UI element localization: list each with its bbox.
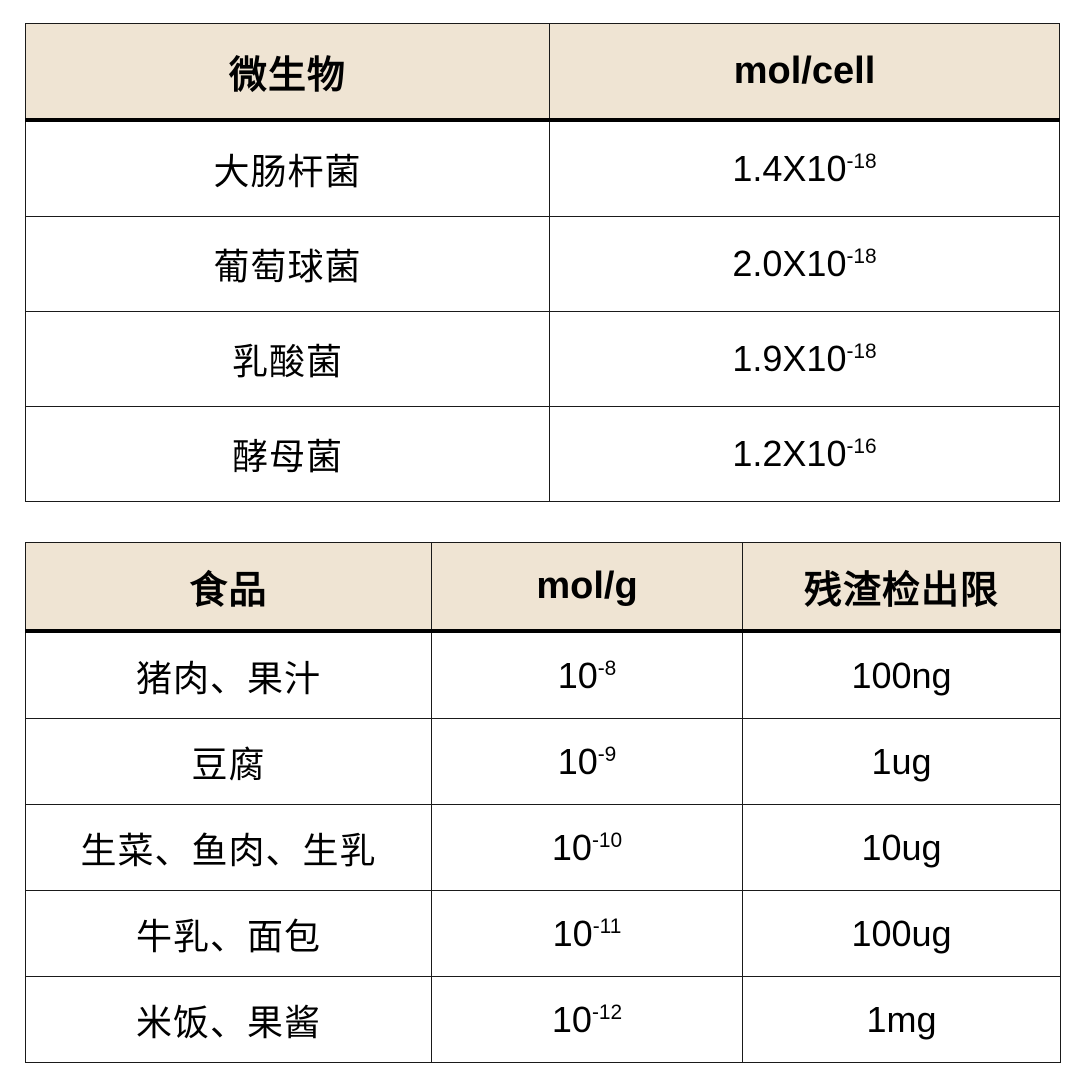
scientific-value: 10-10 <box>551 826 623 868</box>
value-exponent: -11 <box>592 914 622 938</box>
microbe-name-cell: 乳酸菌 <box>25 311 550 407</box>
microbe-concentration-table: 微生物 mol/cell 大肠杆菌 1.4X10-18 葡萄球菌 2.0X10-… <box>25 23 1060 502</box>
value-exponent: -18 <box>846 245 877 268</box>
food-molg-cell: 10-9 <box>431 718 743 805</box>
food-detection-limit-table: 食品 mol/g 残渣检出限 猪肉、果汁 10-8 100ng 豆腐 10-9 … <box>25 542 1061 1063</box>
scientific-value: 10-12 <box>551 998 623 1040</box>
table-row: 生菜、鱼肉、生乳 10-10 10ug <box>25 804 1061 891</box>
table-row: 大肠杆菌 1.4X10-18 <box>25 119 1060 217</box>
microbe-table-body: 大肠杆菌 1.4X10-18 葡萄球菌 2.0X10-18 乳酸菌 1.9X10… <box>25 119 1060 502</box>
food-name-cell: 豆腐 <box>25 718 432 805</box>
value-exponent: -16 <box>846 435 877 458</box>
value-exponent: -18 <box>846 340 877 363</box>
microbe-value-cell: 2.0X10-18 <box>549 216 1060 312</box>
food-molg-cell: 10-12 <box>431 976 743 1063</box>
table-row: 牛乳、面包 10-11 100ug <box>25 890 1061 977</box>
value-mantissa: 10 <box>552 912 593 954</box>
column-header-residue-detection-limit: 残渣检出限 <box>742 542 1061 633</box>
scientific-value: 10-8 <box>557 654 617 696</box>
food-name-cell: 牛乳、面包 <box>25 890 432 977</box>
food-table-body: 猪肉、果汁 10-8 100ng 豆腐 10-9 1ug 生菜、鱼肉、生乳 10… <box>25 630 1061 1063</box>
value-mantissa: 1.4X10 <box>732 148 847 189</box>
scientific-value: 1.2X10-16 <box>732 436 876 472</box>
column-header-food: 食品 <box>25 542 432 633</box>
value-mantissa: 2.0X10 <box>732 243 847 284</box>
value-exponent: -18 <box>846 150 877 173</box>
scientific-value: 1.9X10-18 <box>732 341 876 377</box>
table-header-row: 微生物 mol/cell <box>25 23 1060 122</box>
food-limit-cell: 1mg <box>742 976 1061 1063</box>
food-molg-cell: 10-8 <box>431 630 743 719</box>
microbe-table-header: 微生物 mol/cell <box>25 23 1060 122</box>
microbe-value-cell: 1.4X10-18 <box>549 119 1060 217</box>
column-header-mol-per-gram: mol/g <box>431 542 743 633</box>
food-table-header: 食品 mol/g 残渣检出限 <box>25 542 1061 633</box>
value-exponent: -10 <box>591 828 623 852</box>
food-molg-cell: 10-11 <box>431 890 743 977</box>
column-header-mol-per-cell: mol/cell <box>549 23 1060 122</box>
value-mantissa: 10 <box>551 998 592 1040</box>
scientific-value: 10-11 <box>552 912 622 954</box>
table-row: 葡萄球菌 2.0X10-18 <box>25 216 1060 312</box>
scientific-value: 1.4X10-18 <box>732 151 876 187</box>
scientific-value: 2.0X10-18 <box>732 246 876 282</box>
column-header-microbe: 微生物 <box>25 23 550 122</box>
value-mantissa: 10 <box>551 826 592 868</box>
table-row: 乳酸菌 1.9X10-18 <box>25 311 1060 407</box>
value-mantissa: 1.2X10 <box>732 433 847 474</box>
value-exponent: -8 <box>597 656 617 680</box>
food-name-cell: 猪肉、果汁 <box>25 630 432 719</box>
value-exponent: -12 <box>591 1000 623 1024</box>
value-exponent: -9 <box>597 742 617 766</box>
scientific-value: 10-9 <box>557 740 617 782</box>
microbe-value-cell: 1.2X10-16 <box>549 406 1060 502</box>
microbe-name-cell: 大肠杆菌 <box>25 119 550 217</box>
table-row: 猪肉、果汁 10-8 100ng <box>25 630 1061 719</box>
food-limit-cell: 1ug <box>742 718 1061 805</box>
food-name-cell: 生菜、鱼肉、生乳 <box>25 804 432 891</box>
value-mantissa: 10 <box>557 654 598 696</box>
food-limit-cell: 100ug <box>742 890 1061 977</box>
food-limit-cell: 10ug <box>742 804 1061 891</box>
value-mantissa: 1.9X10 <box>732 338 847 379</box>
food-name-cell: 米饭、果酱 <box>25 976 432 1063</box>
microbe-name-cell: 葡萄球菌 <box>25 216 550 312</box>
table-row: 酵母菌 1.2X10-16 <box>25 406 1060 502</box>
table-header-row: 食品 mol/g 残渣检出限 <box>25 542 1061 633</box>
microbe-name-cell: 酵母菌 <box>25 406 550 502</box>
table-row: 米饭、果酱 10-12 1mg <box>25 976 1061 1063</box>
table-row: 豆腐 10-9 1ug <box>25 718 1061 805</box>
food-molg-cell: 10-10 <box>431 804 743 891</box>
food-limit-cell: 100ng <box>742 630 1061 719</box>
value-mantissa: 10 <box>557 740 598 782</box>
microbe-value-cell: 1.9X10-18 <box>549 311 1060 407</box>
